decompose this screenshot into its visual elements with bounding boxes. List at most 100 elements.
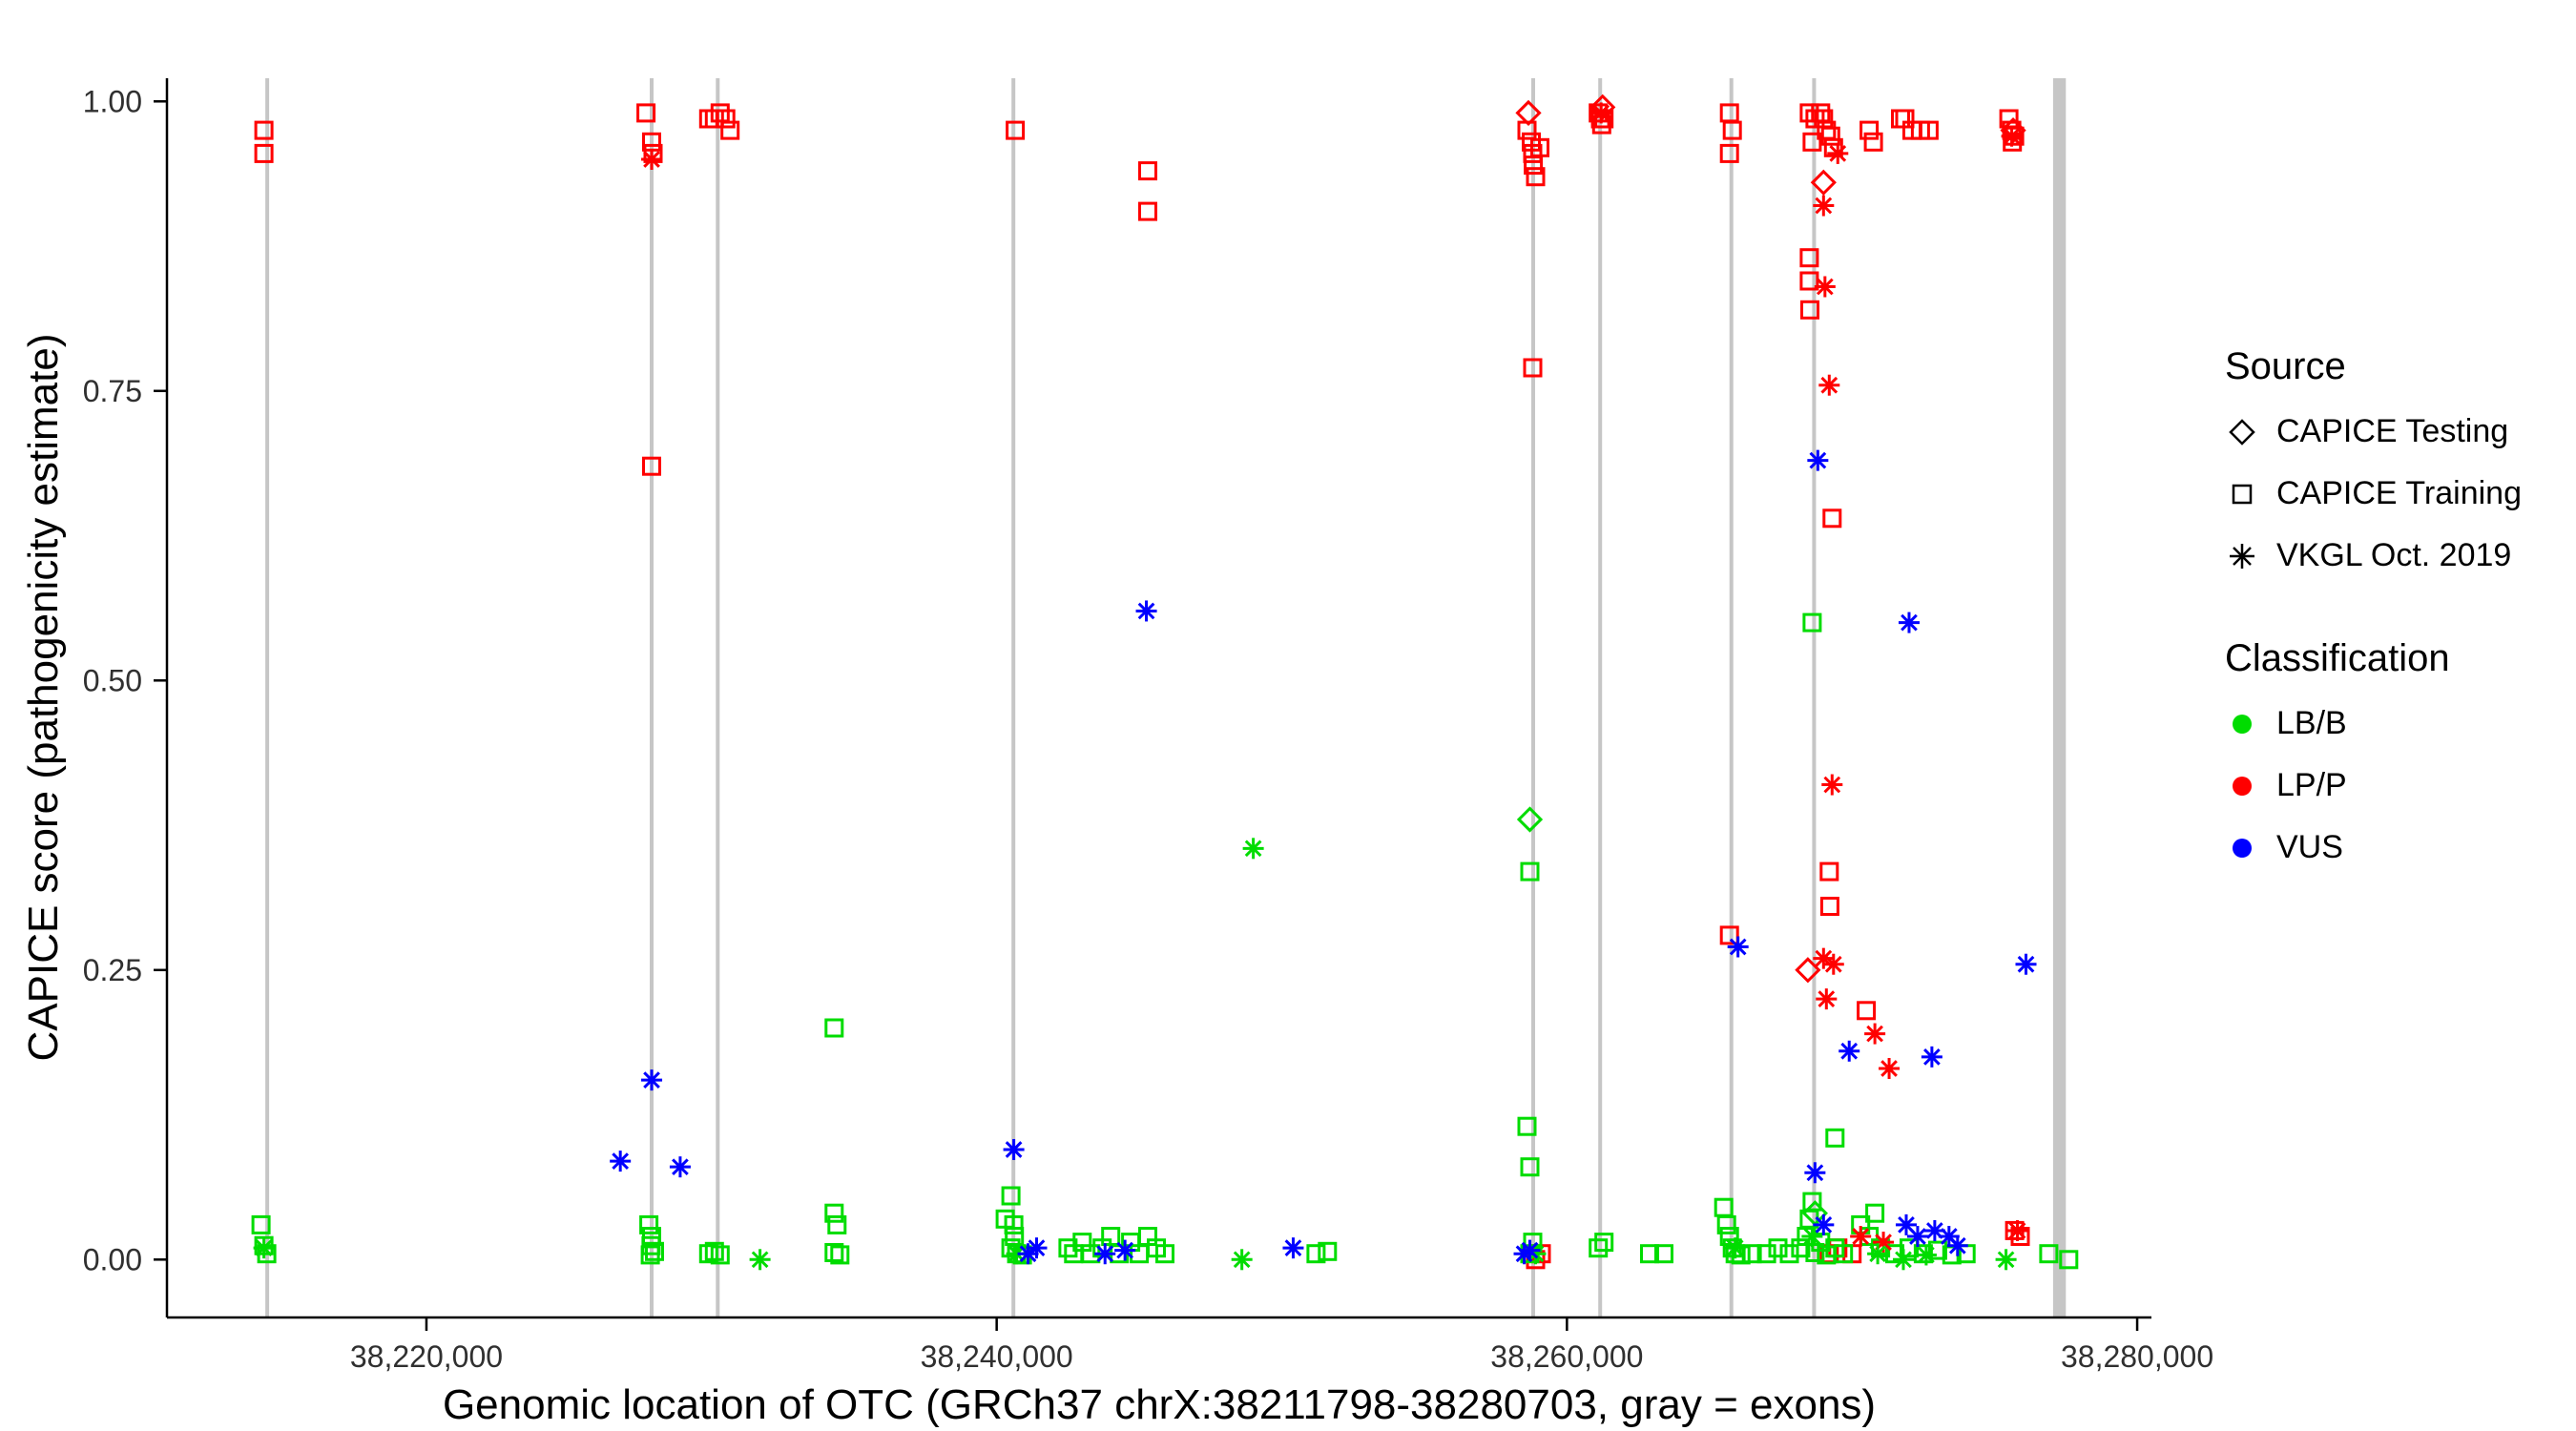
data-point-square — [824, 1018, 844, 1038]
data-point-square — [704, 1241, 724, 1261]
data-point-square — [1802, 1192, 1822, 1212]
data-point-asterisk — [1893, 1249, 1914, 1271]
data-point-square — [716, 109, 736, 129]
y-tick-label: 1.00 — [83, 84, 142, 118]
data-point-asterisk — [1946, 1234, 1968, 1256]
data-point-square — [698, 1244, 718, 1264]
x-tick-label: 38,280,000 — [2061, 1339, 2213, 1374]
data-point-asterisk — [641, 148, 663, 170]
data-point-square — [1863, 132, 1883, 152]
exon-bar — [265, 78, 270, 1317]
data-point-square — [824, 1243, 844, 1262]
data-point-square — [1058, 1238, 1078, 1258]
data-point-square — [1318, 1241, 1338, 1261]
data-point-square — [1530, 137, 1549, 157]
data-point-square — [1719, 925, 1739, 945]
data-point-square — [1716, 1214, 1736, 1234]
data-point-square — [1822, 508, 1842, 529]
data-point-square — [704, 109, 724, 129]
exon-bar — [650, 78, 654, 1317]
data-point-square — [1155, 1244, 1174, 1264]
data-point-square — [1857, 1001, 1877, 1021]
data-point-square — [1523, 358, 1543, 378]
data-point-square — [636, 103, 656, 123]
data-point-asterisk — [1003, 1138, 1025, 1160]
y-axis-title: CAPICE score (pathogenicity estimate) — [20, 333, 67, 1062]
blue-dot-icon — [2233, 838, 2252, 858]
data-point-square — [1589, 1238, 1609, 1258]
data-point-square — [1138, 201, 1157, 221]
exon-bar — [1729, 78, 1734, 1317]
data-point-asterisk — [2006, 1219, 2028, 1241]
data-point-square — [1520, 861, 1540, 881]
data-point-square — [1799, 248, 1819, 268]
data-point-square — [698, 109, 718, 129]
red-dot-icon — [2233, 776, 2252, 796]
data-point-square — [1001, 1186, 1021, 1206]
diamond-icon — [2229, 418, 2255, 446]
data-point-square — [1756, 1244, 1776, 1264]
data-point-asterisk — [749, 1249, 771, 1271]
exon-bar — [1531, 78, 1535, 1317]
data-point-square — [254, 143, 274, 163]
data-point-asterisk — [1590, 102, 1612, 124]
data-point-asterisk — [1850, 1226, 1872, 1248]
data-point-square — [1138, 161, 1157, 181]
legend-item-label: LB/B — [2276, 705, 2347, 741]
data-point-square — [1006, 120, 1026, 140]
data-point-square — [1768, 1238, 1788, 1258]
legend-item-vkgl: VKGL Oct. 2019 — [2225, 537, 2574, 574]
data-point-square — [1306, 1244, 1326, 1264]
data-point-asterisk — [1094, 1243, 1116, 1265]
data-point-asterisk — [1822, 953, 1844, 975]
data-point-square — [1820, 126, 1840, 146]
legend-item-label: VUS — [2276, 829, 2343, 865]
data-point-square — [1834, 1244, 1854, 1264]
data-point-square — [1799, 103, 1819, 123]
data-point-asterisk — [253, 1237, 275, 1259]
data-point-asterisk — [1135, 600, 1157, 622]
y-tick-label: 0.25 — [83, 953, 142, 987]
legend-item-lpp: LP/P — [2225, 767, 2574, 804]
data-point-square — [640, 1245, 660, 1265]
data-point-square — [254, 120, 274, 140]
data-point-square — [824, 1203, 844, 1223]
exon-bar — [716, 78, 720, 1317]
data-point-square — [1742, 1244, 1762, 1264]
legend-source-title: Source — [2225, 345, 2346, 387]
data-point-asterisk — [1114, 1239, 1136, 1261]
data-point-asterisk — [1915, 1244, 1937, 1266]
data-point-square — [1719, 143, 1739, 163]
data-point-square — [1004, 1214, 1024, 1234]
data-point-asterisk — [669, 1156, 691, 1178]
y-tick-label: 0.50 — [83, 663, 142, 697]
data-point-diamond — [1795, 957, 1821, 984]
data-point-square — [1800, 300, 1819, 320]
data-point-square — [1779, 1244, 1799, 1264]
y-tick-label: 0.75 — [83, 374, 142, 408]
legend-item-capice-training: CAPICE Training — [2225, 475, 2574, 512]
data-point-square — [251, 1214, 271, 1234]
data-point-asterisk — [1813, 195, 1835, 217]
data-point-square — [2039, 1244, 2059, 1264]
data-point-square — [1919, 120, 1939, 140]
data-point-asterisk — [1906, 1226, 1928, 1248]
exon-bar — [1598, 78, 1603, 1317]
x-tick-label: 38,220,000 — [350, 1339, 503, 1374]
data-point-square — [645, 1241, 664, 1261]
data-point-square — [1802, 132, 1822, 152]
data-point-asterisk — [1282, 1237, 1304, 1259]
data-point-asterisk — [2015, 953, 2037, 975]
data-point-square — [1791, 1238, 1811, 1258]
data-point-asterisk — [1807, 449, 1829, 471]
data-point-asterisk — [1867, 1243, 1889, 1265]
data-point-asterisk — [1921, 1046, 1942, 1068]
data-point-asterisk — [1864, 1023, 1886, 1045]
data-point-asterisk — [1818, 374, 1840, 396]
data-point-square — [1722, 120, 1742, 140]
data-point-square — [1802, 612, 1822, 633]
x-axis-title: Genomic location of OTC (GRCh37 chrX:382… — [442, 1381, 1877, 1428]
data-point-square — [1891, 109, 1910, 129]
legend-item-label: CAPICE Testing — [2276, 413, 2509, 449]
